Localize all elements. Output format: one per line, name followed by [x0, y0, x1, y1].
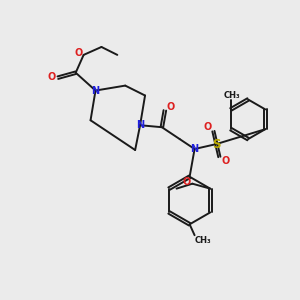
- Text: O: O: [182, 177, 190, 187]
- Text: S: S: [212, 138, 220, 151]
- Text: CH₃: CH₃: [224, 91, 240, 100]
- Text: O: O: [48, 72, 56, 82]
- Text: O: O: [221, 156, 230, 166]
- Text: O: O: [167, 102, 175, 112]
- Text: O: O: [203, 122, 211, 132]
- Text: N: N: [190, 144, 199, 154]
- Text: O: O: [74, 48, 83, 58]
- Text: N: N: [136, 120, 144, 130]
- Text: N: N: [92, 85, 100, 96]
- Text: CH₃: CH₃: [194, 236, 211, 245]
